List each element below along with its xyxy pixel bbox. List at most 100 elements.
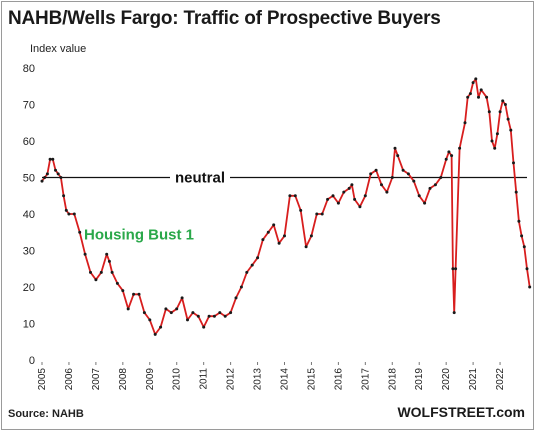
data-point: [261, 238, 265, 242]
data-point: [45, 172, 49, 176]
x-axis: 2005 2006 2007 2008 2009 2010 2011 2012 2013 2014…: [37, 362, 506, 390]
data-point: [477, 95, 480, 99]
data-point: [202, 325, 206, 329]
data-point: [385, 190, 389, 194]
data-point: [126, 307, 130, 311]
data-point: [293, 194, 297, 198]
data-point: [89, 270, 92, 274]
data-point: [522, 245, 526, 249]
data-point: [212, 314, 216, 318]
data-point: [256, 256, 260, 260]
x-tick-label: 2006: [64, 368, 75, 391]
x-tick-label: 2007: [91, 368, 102, 391]
data-point: [99, 270, 103, 274]
data-point: [487, 110, 491, 114]
data-point: [72, 212, 76, 216]
neutral-reference-line: neutral: [42, 170, 527, 187]
x-tick-label: 2008: [118, 368, 129, 391]
data-point: [331, 194, 335, 198]
data-point: [223, 314, 227, 318]
data-point: [142, 311, 146, 315]
data-point: [444, 157, 448, 161]
x-tick-label: 2017: [360, 368, 371, 391]
data-point: [218, 311, 222, 315]
data-point: [67, 212, 71, 216]
y-tick-label: 40: [23, 209, 35, 221]
data-point: [468, 92, 472, 96]
data-point: [159, 325, 163, 329]
series-line: [41, 78, 531, 336]
data-point: [48, 157, 52, 161]
x-tick-label: 2009: [145, 368, 156, 391]
x-tick-label: 2018: [387, 368, 398, 391]
brand-logo: WOLFSTREET.com: [397, 404, 525, 420]
data-point: [51, 157, 55, 161]
data-point: [336, 201, 340, 205]
y-tick-label: 60: [23, 136, 35, 148]
series-traffic-index: [40, 77, 532, 336]
data-point: [498, 110, 502, 114]
data-point: [463, 121, 467, 125]
y-tick-label: 20: [23, 282, 35, 294]
data-point: [110, 270, 114, 274]
data-point: [175, 307, 179, 311]
x-tick-label: 2021: [468, 368, 479, 391]
data-point: [471, 81, 475, 85]
data-point: [520, 234, 524, 238]
data-point: [406, 172, 410, 176]
data-point: [229, 311, 233, 315]
data-point: [234, 296, 238, 300]
data-point: [169, 311, 173, 315]
y-tick-label: 30: [23, 246, 35, 258]
data-point: [454, 267, 458, 271]
chart-title: NAHB/Wells Fargo: Traffic of Prospective…: [8, 8, 441, 29]
data-point: [528, 285, 532, 289]
data-point: [503, 103, 507, 106]
data-point: [390, 176, 394, 179]
data-point: [380, 183, 383, 187]
data-point: [40, 179, 44, 183]
data-point: [326, 197, 330, 201]
neutral-label: neutral: [175, 170, 225, 187]
data-point: [83, 252, 87, 256]
data-point: [105, 252, 109, 256]
x-tick-label: 2020: [441, 368, 452, 391]
data-point: [56, 172, 60, 176]
data-point: [207, 314, 211, 318]
data-point: [350, 183, 354, 187]
data-point: [517, 219, 521, 223]
data-point: [512, 161, 515, 165]
data-point: [115, 281, 119, 285]
data-point: [283, 234, 286, 238]
data-point: [191, 311, 195, 315]
x-tick-label: 2022: [495, 368, 506, 391]
data-point: [121, 289, 125, 293]
x-tick-label: 2019: [414, 368, 425, 391]
data-point: [450, 154, 454, 158]
data-point: [485, 95, 489, 99]
data-point: [54, 168, 57, 172]
data-point: [433, 183, 437, 187]
y-tick-label: 50: [23, 173, 35, 185]
x-tick-label: 2015: [306, 368, 317, 391]
data-point: [347, 186, 351, 190]
x-tick-label: 2011: [199, 368, 210, 390]
data-point: [309, 234, 313, 238]
data-point: [451, 267, 455, 271]
data-point: [107, 259, 111, 263]
data-point: [458, 146, 462, 150]
y-tick-label: 70: [23, 100, 35, 112]
x-tick-label: 2013: [253, 368, 264, 391]
x-tick-label: 2016: [333, 368, 344, 391]
data-point: [493, 146, 497, 150]
data-point: [320, 212, 324, 216]
data-point: [153, 332, 157, 336]
source-note: Source: NAHB: [8, 408, 84, 420]
x-tick-label: 2012: [226, 368, 237, 391]
data-point: [369, 172, 373, 176]
data-point: [164, 307, 168, 311]
data-point: [401, 168, 405, 172]
data-point: [439, 176, 443, 179]
